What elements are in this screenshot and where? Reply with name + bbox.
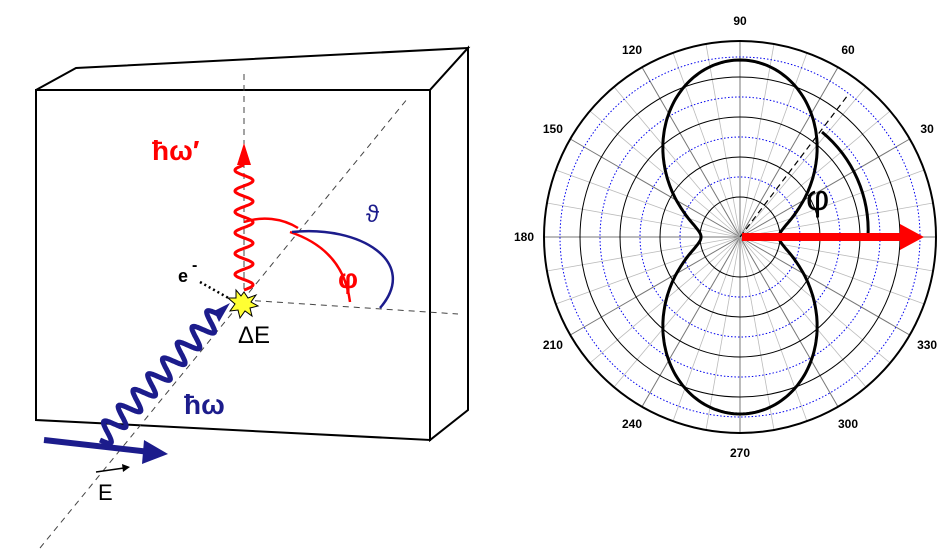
slab-top-face [35, 46, 471, 91]
polar-spoke [555, 169, 741, 238]
polar-grid [543, 40, 937, 434]
field-vector-bar [95, 467, 125, 473]
polar-curve [661, 58, 819, 416]
spark-icon [226, 288, 260, 320]
scattered-photon-label: ħω′ [152, 135, 200, 166]
polar-spoke [739, 43, 775, 238]
polar-spoke [739, 138, 910, 238]
polar-angle-label: 270 [730, 446, 750, 460]
polar-angle-label: 30 [920, 122, 934, 136]
field-arrow-shaft [43, 437, 151, 455]
polar-spoke [641, 236, 741, 407]
polar-spoke [555, 236, 741, 305]
polar-spoke [739, 52, 808, 238]
phi-label-left: φ [338, 263, 358, 294]
polar-angle-labels: 30 60 90 120 150 180 210 240 270 300 330 [514, 14, 937, 460]
polar-spoke [739, 236, 910, 336]
polar-angle-label: 330 [917, 338, 937, 352]
polar-angle-label: 300 [838, 417, 858, 431]
polar-angle-label: 240 [622, 417, 642, 431]
phi-arc [289, 230, 352, 303]
polar-spoke [739, 202, 934, 238]
horizontal-axis-dashed [243, 299, 459, 315]
electron-charge-label: - [192, 257, 197, 274]
energy-transfer-label: ΔE [238, 322, 270, 349]
polar-phi-label: φ [806, 177, 829, 218]
polar-spoke [739, 236, 808, 422]
polar-spoke [641, 67, 741, 238]
polar-angle-label: 90 [733, 14, 747, 28]
polar-angle-label: 60 [841, 43, 855, 57]
theta-label: ϑ [366, 201, 379, 228]
phi-arc-start [243, 217, 299, 230]
scattered-photon-arrowhead [237, 143, 251, 165]
polar-spoke [739, 86, 867, 238]
polar-plot: φ 30 60 90 120 150 180 210 240 270 300 330 [514, 14, 937, 460]
slab-side-face [429, 45, 469, 443]
slab-front-face [35, 89, 431, 442]
polar-spoke [546, 202, 741, 238]
field-vector-bar-head [122, 464, 130, 472]
polar-spoke [705, 236, 741, 431]
field-arrow-head [142, 440, 168, 464]
polar-angle-label: 180 [514, 230, 534, 244]
polar-spoke [739, 236, 775, 431]
polar-spoke [705, 43, 741, 238]
polar-spoke [739, 67, 839, 238]
polar-spoke [672, 52, 741, 238]
polar-spoke [546, 236, 741, 272]
polar-red-arrow-head [900, 224, 924, 250]
polar-spoke [570, 138, 741, 238]
polar-spoke [739, 236, 925, 305]
polar-spoke [570, 236, 741, 336]
electron-label: e [178, 266, 188, 286]
polar-spoke [739, 169, 925, 238]
polar-spoke [613, 236, 741, 388]
incident-photon-label: ħω [184, 389, 225, 420]
polar-spoke [613, 86, 741, 238]
incident-photon-wave [98, 308, 220, 446]
polar-phi-arc [821, 130, 870, 238]
polar-angle-label: 120 [622, 43, 642, 57]
polar-spoke [739, 236, 839, 407]
incident-photon-arrowhead [214, 303, 230, 322]
electron-path [199, 280, 233, 302]
crystal-slab [35, 45, 471, 443]
polar-angle-label: 150 [543, 122, 563, 136]
field-label: E [98, 480, 113, 505]
theta-arc [291, 229, 394, 309]
polar-angle-label: 210 [543, 338, 563, 352]
polar-outer-ring [543, 40, 937, 434]
polar-spoke [672, 236, 741, 422]
polar-spoke [739, 236, 867, 388]
polar-spoke [739, 236, 934, 272]
scattered-photon-wave [233, 163, 255, 292]
incident-axis-dashed [39, 97, 409, 549]
